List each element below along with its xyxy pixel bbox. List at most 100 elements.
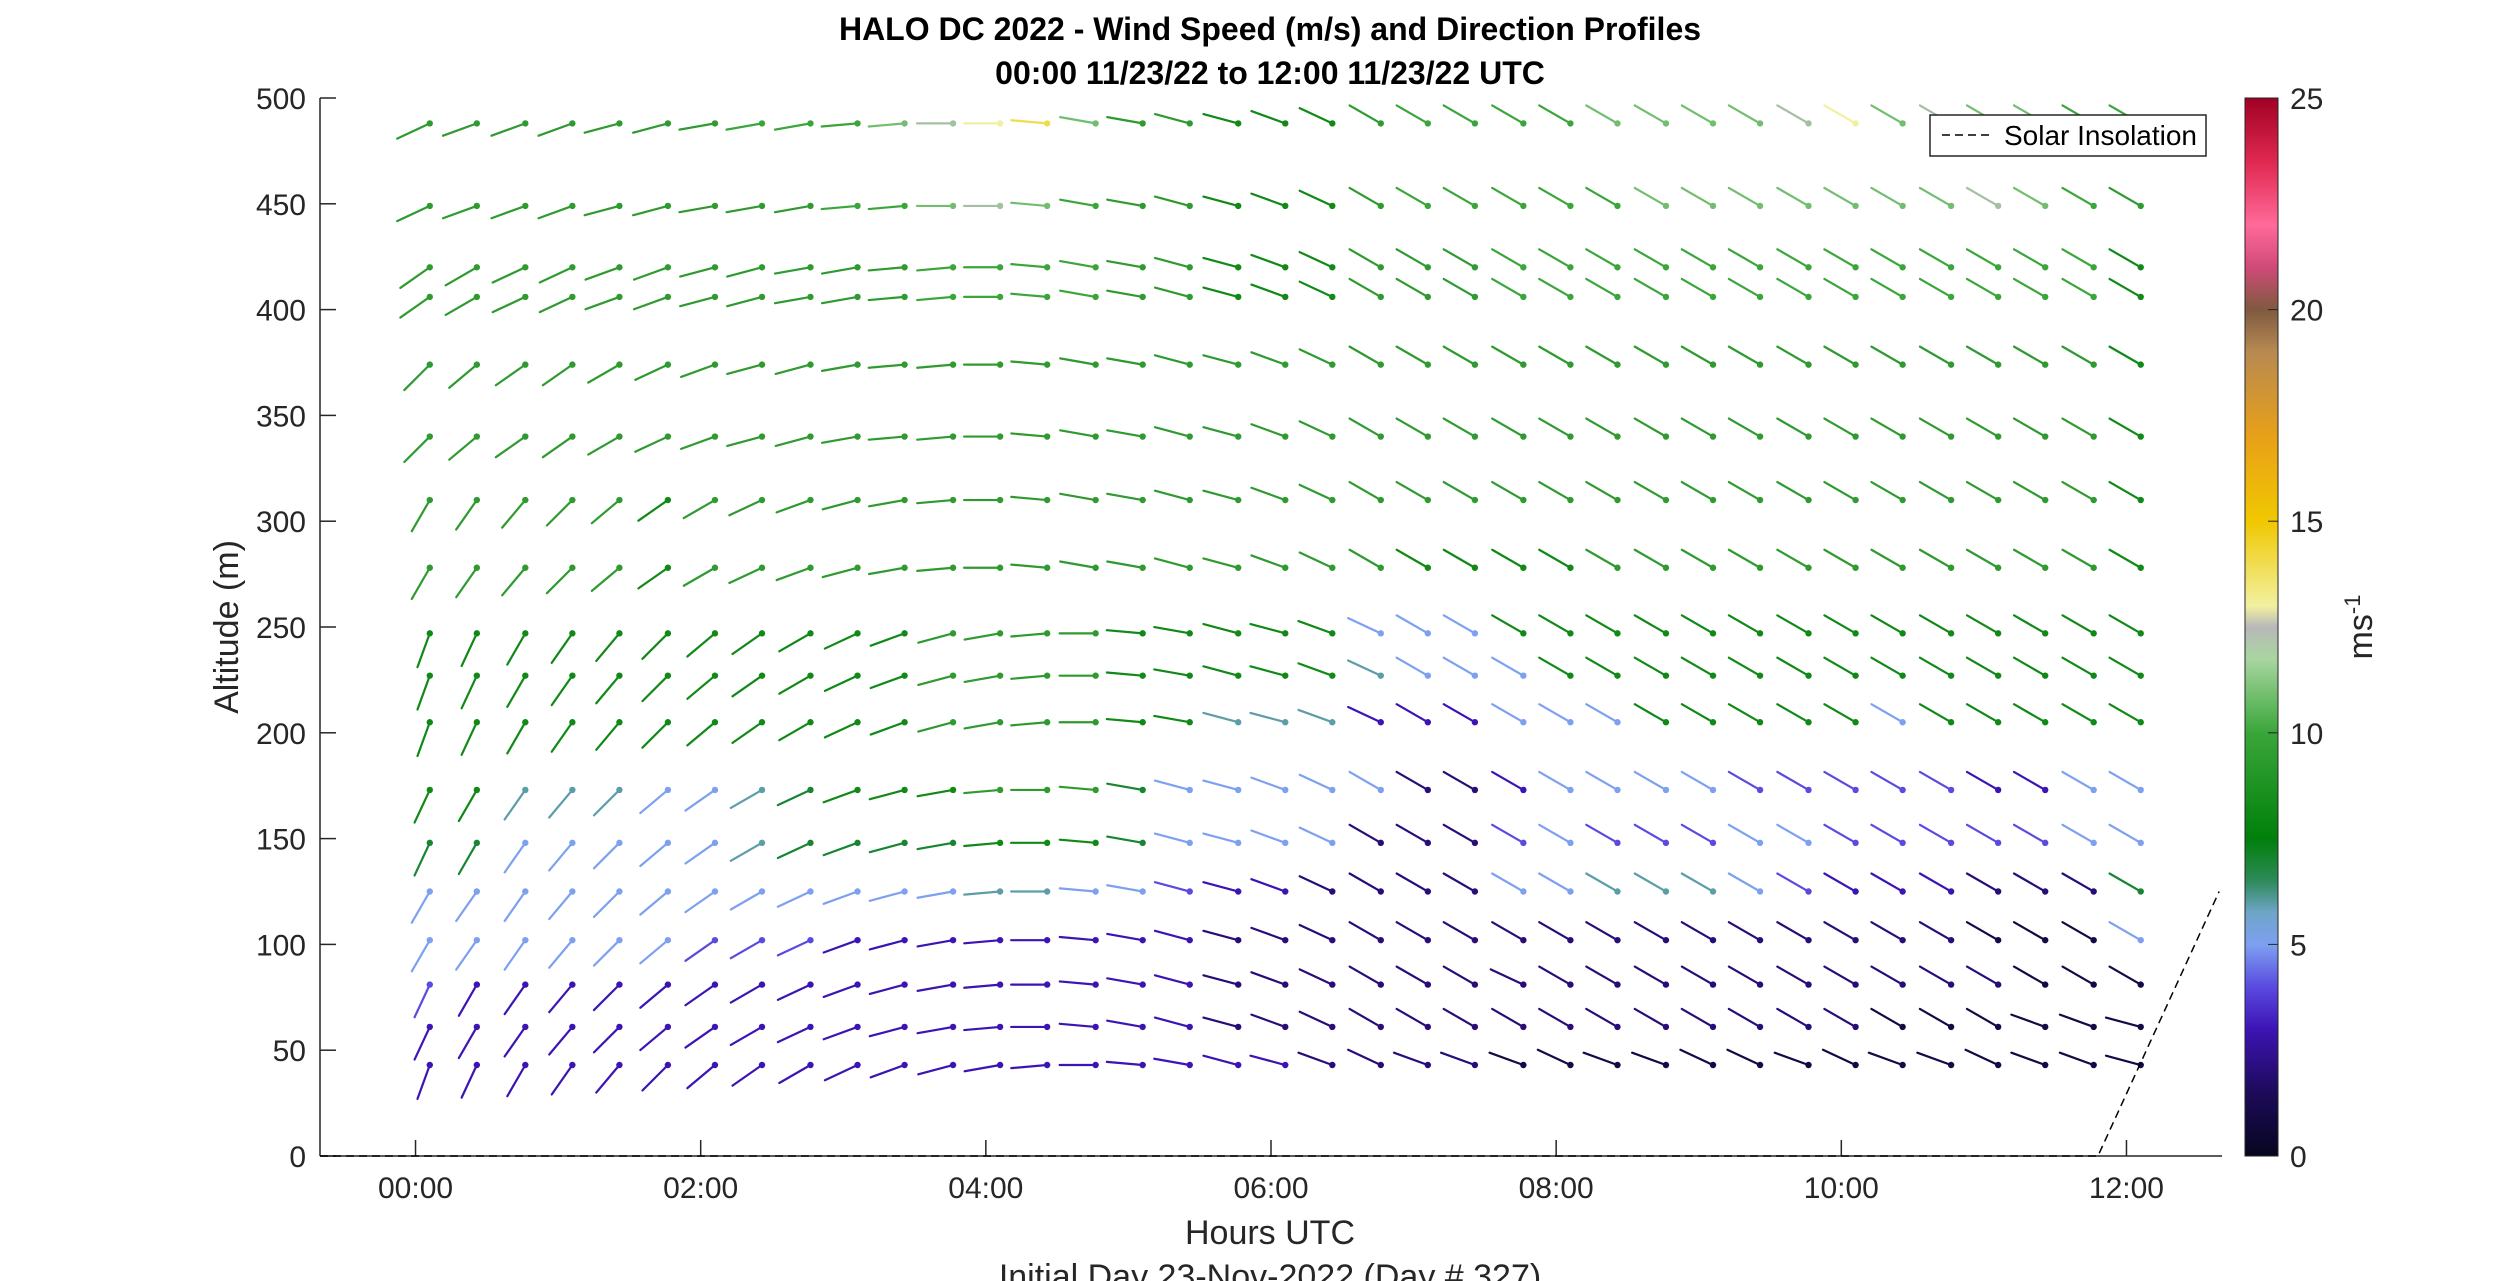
wind-barb xyxy=(455,939,478,971)
wind-barb xyxy=(731,721,764,744)
wind-barb-dot xyxy=(1567,264,1574,271)
wind-barb xyxy=(1491,770,1525,792)
wind-barb-dot xyxy=(1139,672,1146,679)
wind-barb xyxy=(1298,348,1334,366)
wind-barb xyxy=(1059,289,1097,299)
wind-barb-dot xyxy=(1947,1061,1955,1069)
wind-barb xyxy=(869,632,906,647)
wind-barb xyxy=(1491,248,1525,269)
wind-barb-dot xyxy=(1471,786,1479,794)
wind-barb xyxy=(1106,977,1144,986)
wind-barb-dot xyxy=(1662,981,1670,988)
wind-barb-dot xyxy=(854,433,861,440)
wind-barb xyxy=(1727,823,1762,844)
wind-barb-dot xyxy=(807,433,814,440)
wind-barb xyxy=(1727,656,1762,677)
wind-barb-dot xyxy=(1043,630,1051,637)
wind-barb-dot xyxy=(522,719,529,726)
wind-barb xyxy=(867,266,906,272)
wind-barb-dot xyxy=(1282,672,1289,679)
wind-barb xyxy=(1870,277,1904,299)
wind-barb-dot xyxy=(1235,719,1242,726)
wind-barb xyxy=(820,266,859,275)
wind-barb xyxy=(728,498,764,517)
wind-barb-dot xyxy=(1899,361,1906,368)
wind-barb-dot xyxy=(1994,293,2002,301)
wind-barb xyxy=(916,983,955,992)
wind-barb-dot xyxy=(616,293,623,301)
wind-barb-dot xyxy=(569,888,576,895)
wind-barb-dot xyxy=(522,786,529,794)
wind-barb-dot xyxy=(996,496,1004,504)
wind-barb xyxy=(916,363,955,369)
wind-barb-dot xyxy=(1662,936,1670,944)
x-tick-label: 08:00 xyxy=(1519,1172,1594,1205)
wind-barb-dot xyxy=(1282,786,1289,794)
wind-barb-dot xyxy=(1235,361,1242,368)
wind-barb xyxy=(678,122,717,131)
wind-barb xyxy=(1538,345,1572,366)
wind-barb-dot xyxy=(1567,936,1574,944)
wind-barb-dot xyxy=(1424,264,1432,271)
wind-barb-dot xyxy=(1947,293,1955,301)
wind-barb xyxy=(1538,823,1572,844)
wind-barb-dot xyxy=(1520,936,1527,944)
wind-barb-dot xyxy=(1805,839,1812,847)
wind-barb xyxy=(441,122,478,137)
wind-barb xyxy=(1585,104,1619,125)
wind-barb xyxy=(917,1063,955,1076)
wind-barb xyxy=(1918,656,1953,677)
wind-barb xyxy=(1538,965,1572,986)
wind-barb xyxy=(1106,289,1144,299)
wind-barb xyxy=(1633,345,1668,366)
wind-barb-dot xyxy=(1043,433,1051,440)
wind-barb xyxy=(637,498,669,522)
wind-barb-dot xyxy=(1329,936,1336,944)
wind-barb xyxy=(1776,417,1810,438)
wind-barb xyxy=(548,939,574,969)
wind-barb-dot xyxy=(473,564,481,571)
wind-barb xyxy=(413,841,431,877)
wind-barb-dot xyxy=(1282,120,1289,127)
wind-barb-dot xyxy=(426,1061,433,1069)
wind-barb-dot xyxy=(2090,264,2097,271)
wind-barb xyxy=(1585,656,1619,677)
wind-barb xyxy=(460,674,478,710)
wind-barb xyxy=(1870,480,1904,502)
wind-barb-dot xyxy=(1709,672,1717,679)
wind-barb-dot xyxy=(473,839,481,847)
wind-barb-dot xyxy=(664,839,672,847)
wind-barb-dot xyxy=(426,630,433,637)
wind-barb-dot xyxy=(1282,361,1289,368)
wind-barb xyxy=(916,435,955,441)
wind-barb-dot xyxy=(949,1061,957,1069)
wind-barb-dot xyxy=(949,433,957,440)
wind-barb xyxy=(1585,277,1619,299)
wind-barb xyxy=(1918,277,1953,299)
wind-barb-dot xyxy=(1567,981,1574,988)
wind-barb-dot xyxy=(1899,672,1906,679)
wind-barb xyxy=(416,721,431,758)
wind-barb-dot xyxy=(1805,361,1812,368)
wind-barb-dot xyxy=(1899,264,1906,271)
wind-barb-dot xyxy=(901,786,908,794)
wind-barb xyxy=(641,674,669,703)
wind-barb xyxy=(1633,480,1668,502)
wind-barb xyxy=(1347,705,1382,724)
wind-barb-dot xyxy=(1852,264,1859,271)
wind-barb xyxy=(1918,548,1953,569)
wind-barb-dot xyxy=(1947,630,1955,637)
wind-barb-dot xyxy=(569,672,576,679)
wind-barb-dot xyxy=(1662,293,1670,301)
wind-barb xyxy=(963,788,1002,795)
wind-barb xyxy=(1870,703,1904,724)
wind-barb xyxy=(1395,480,1429,502)
wind-barb-dot xyxy=(1899,293,1906,301)
wind-barb-dot xyxy=(1471,981,1479,988)
wind-barb xyxy=(679,295,717,308)
solar-insolation-curve xyxy=(320,891,2220,1157)
wind-barb-dot xyxy=(1329,1023,1336,1031)
wind-barb xyxy=(1106,560,1144,569)
wind-barb xyxy=(1202,256,1240,269)
wind-barb xyxy=(460,721,478,756)
